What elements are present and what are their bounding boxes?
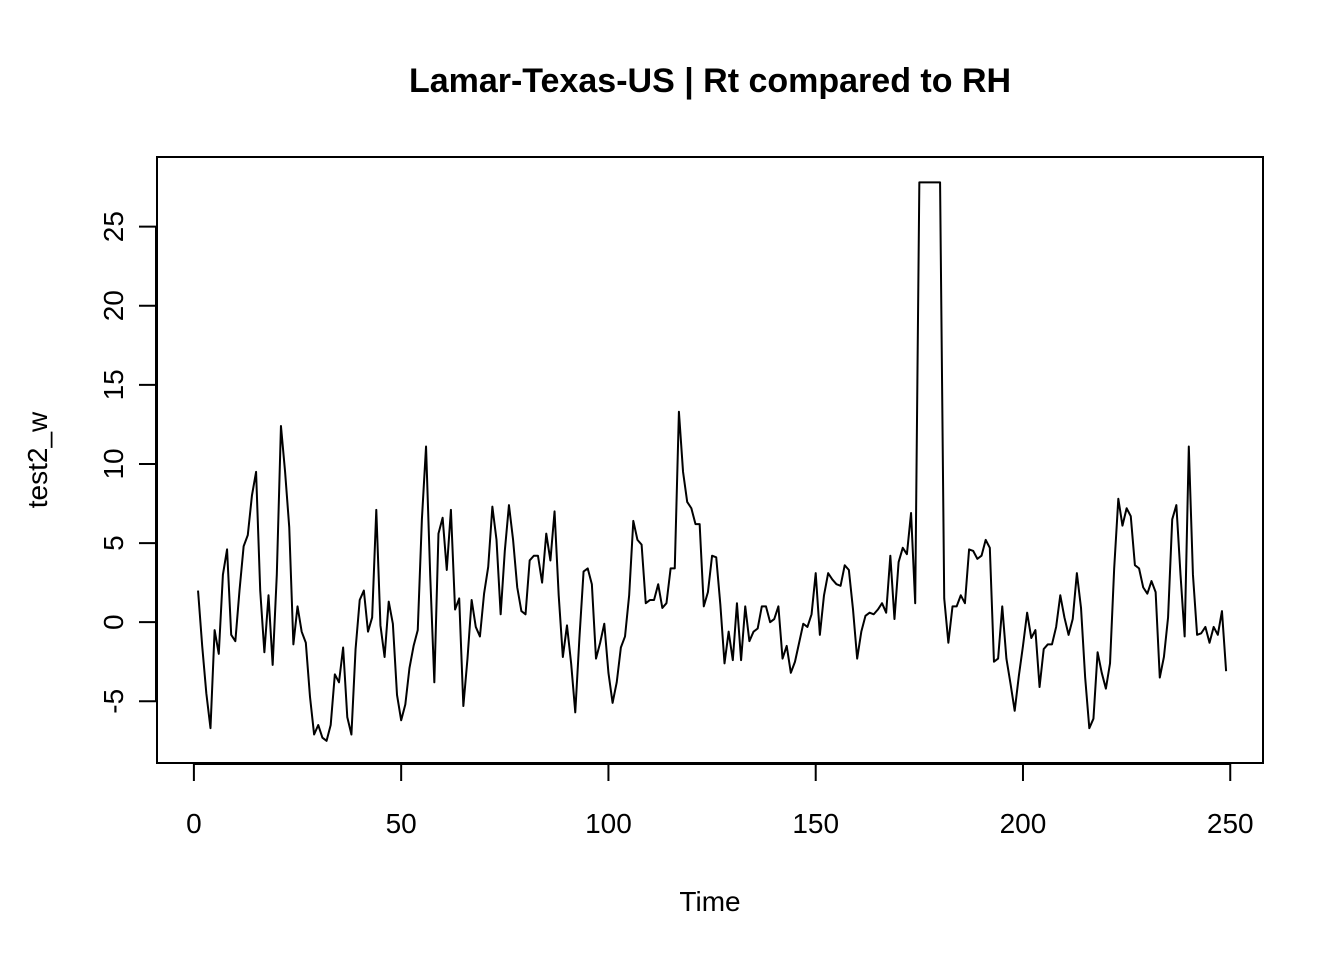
y-tick-label: -5	[98, 689, 129, 714]
y-axis-label: test2_w	[22, 411, 53, 508]
x-tick-label: 150	[792, 808, 839, 839]
x-tick-label: 100	[585, 808, 632, 839]
y-tick-label: 15	[98, 369, 129, 400]
y-tick-label: 20	[98, 290, 129, 321]
series-line	[197, 181, 1228, 742]
series-layer	[197, 181, 1228, 742]
x-tick-label: 250	[1207, 808, 1254, 839]
y-tick-label: 5	[98, 535, 129, 551]
x-axis: 0 50 100 150 200 250	[186, 763, 1254, 839]
y-tick-label: 0	[98, 614, 129, 630]
chart-title: Lamar-Texas-US | Rt compared to RH	[409, 62, 1011, 100]
x-tick-label: 0	[186, 808, 202, 839]
x-tick-label: 200	[1000, 808, 1047, 839]
y-tick-label: 10	[98, 448, 129, 479]
x-axis-label: Time	[679, 886, 740, 917]
x-tick-label: 50	[386, 808, 417, 839]
y-axis: -5 0 5 10 15 20 25	[98, 211, 157, 714]
y-tick-label: 25	[98, 211, 129, 242]
